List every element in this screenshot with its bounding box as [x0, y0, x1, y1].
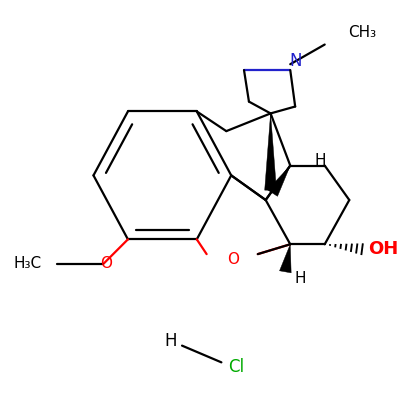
Text: N: N [289, 52, 302, 70]
Text: CH₃: CH₃ [348, 25, 376, 40]
Text: H: H [164, 332, 176, 350]
Text: Cl: Cl [228, 358, 244, 376]
Text: O: O [100, 256, 112, 272]
Polygon shape [280, 244, 291, 273]
Text: OH: OH [369, 240, 399, 258]
Text: H: H [294, 271, 306, 286]
Text: O: O [227, 252, 239, 266]
Text: H: H [314, 153, 326, 168]
Polygon shape [265, 114, 276, 190]
Text: H₃C: H₃C [14, 256, 42, 272]
Polygon shape [268, 166, 290, 196]
